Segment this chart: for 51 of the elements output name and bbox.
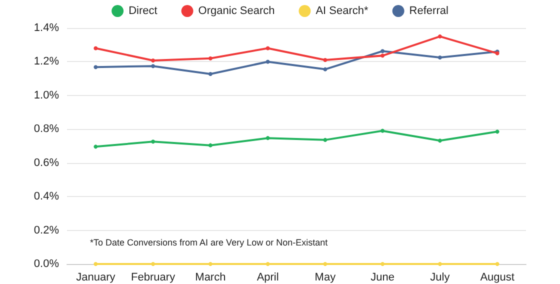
point [151, 140, 156, 144]
x-tick-label: August [480, 272, 514, 284]
x-tick-label: January [76, 272, 116, 284]
legend-label: Referral [409, 5, 448, 17]
point [94, 65, 98, 70]
x-tick-label: July [430, 272, 450, 284]
point [380, 49, 385, 54]
y-tick-label: 1.0% [34, 89, 60, 102]
point [266, 60, 270, 64]
y-tick-label: 1.4% [34, 22, 60, 34]
point [94, 46, 98, 50]
x-tick-label: March [195, 272, 226, 284]
point [380, 54, 385, 58]
point [151, 58, 156, 63]
point [266, 262, 270, 266]
annotation: *To Date Conversions from AI are Very Low or Non-Existant [90, 238, 328, 248]
point [151, 262, 156, 266]
legend-label: AI Search* [316, 5, 370, 17]
y-tick-label: 0.2% [34, 224, 60, 236]
y-tick-label: 1.2% [34, 56, 60, 68]
point [495, 130, 500, 134]
point [380, 128, 385, 133]
legend-label: Organic Search [198, 5, 275, 17]
x-tick-label: June [370, 272, 394, 284]
point [94, 262, 98, 266]
y-tick-label: 0.6% [34, 156, 60, 169]
x-tick-label: May [314, 272, 336, 284]
point [323, 262, 328, 266]
point [208, 72, 212, 76]
legend-label: Direct [128, 5, 158, 17]
y-tick-label: 0.4% [34, 190, 60, 203]
point [94, 144, 98, 149]
point [380, 262, 385, 266]
y-tick-label: 0.8% [34, 123, 60, 136]
x-tick-label: February [131, 272, 176, 284]
point [266, 46, 270, 50]
point [266, 136, 270, 140]
point [208, 262, 212, 266]
point [438, 262, 442, 266]
point [438, 34, 442, 38]
point [208, 143, 212, 148]
point [323, 58, 328, 62]
point [438, 138, 442, 143]
x-tick-label: April [256, 272, 279, 284]
point [495, 262, 500, 266]
point [151, 64, 156, 68]
y-tick-label: 0.0% [34, 258, 60, 270]
point [323, 67, 328, 72]
point [323, 138, 328, 142]
point [438, 56, 442, 60]
point [208, 56, 212, 60]
